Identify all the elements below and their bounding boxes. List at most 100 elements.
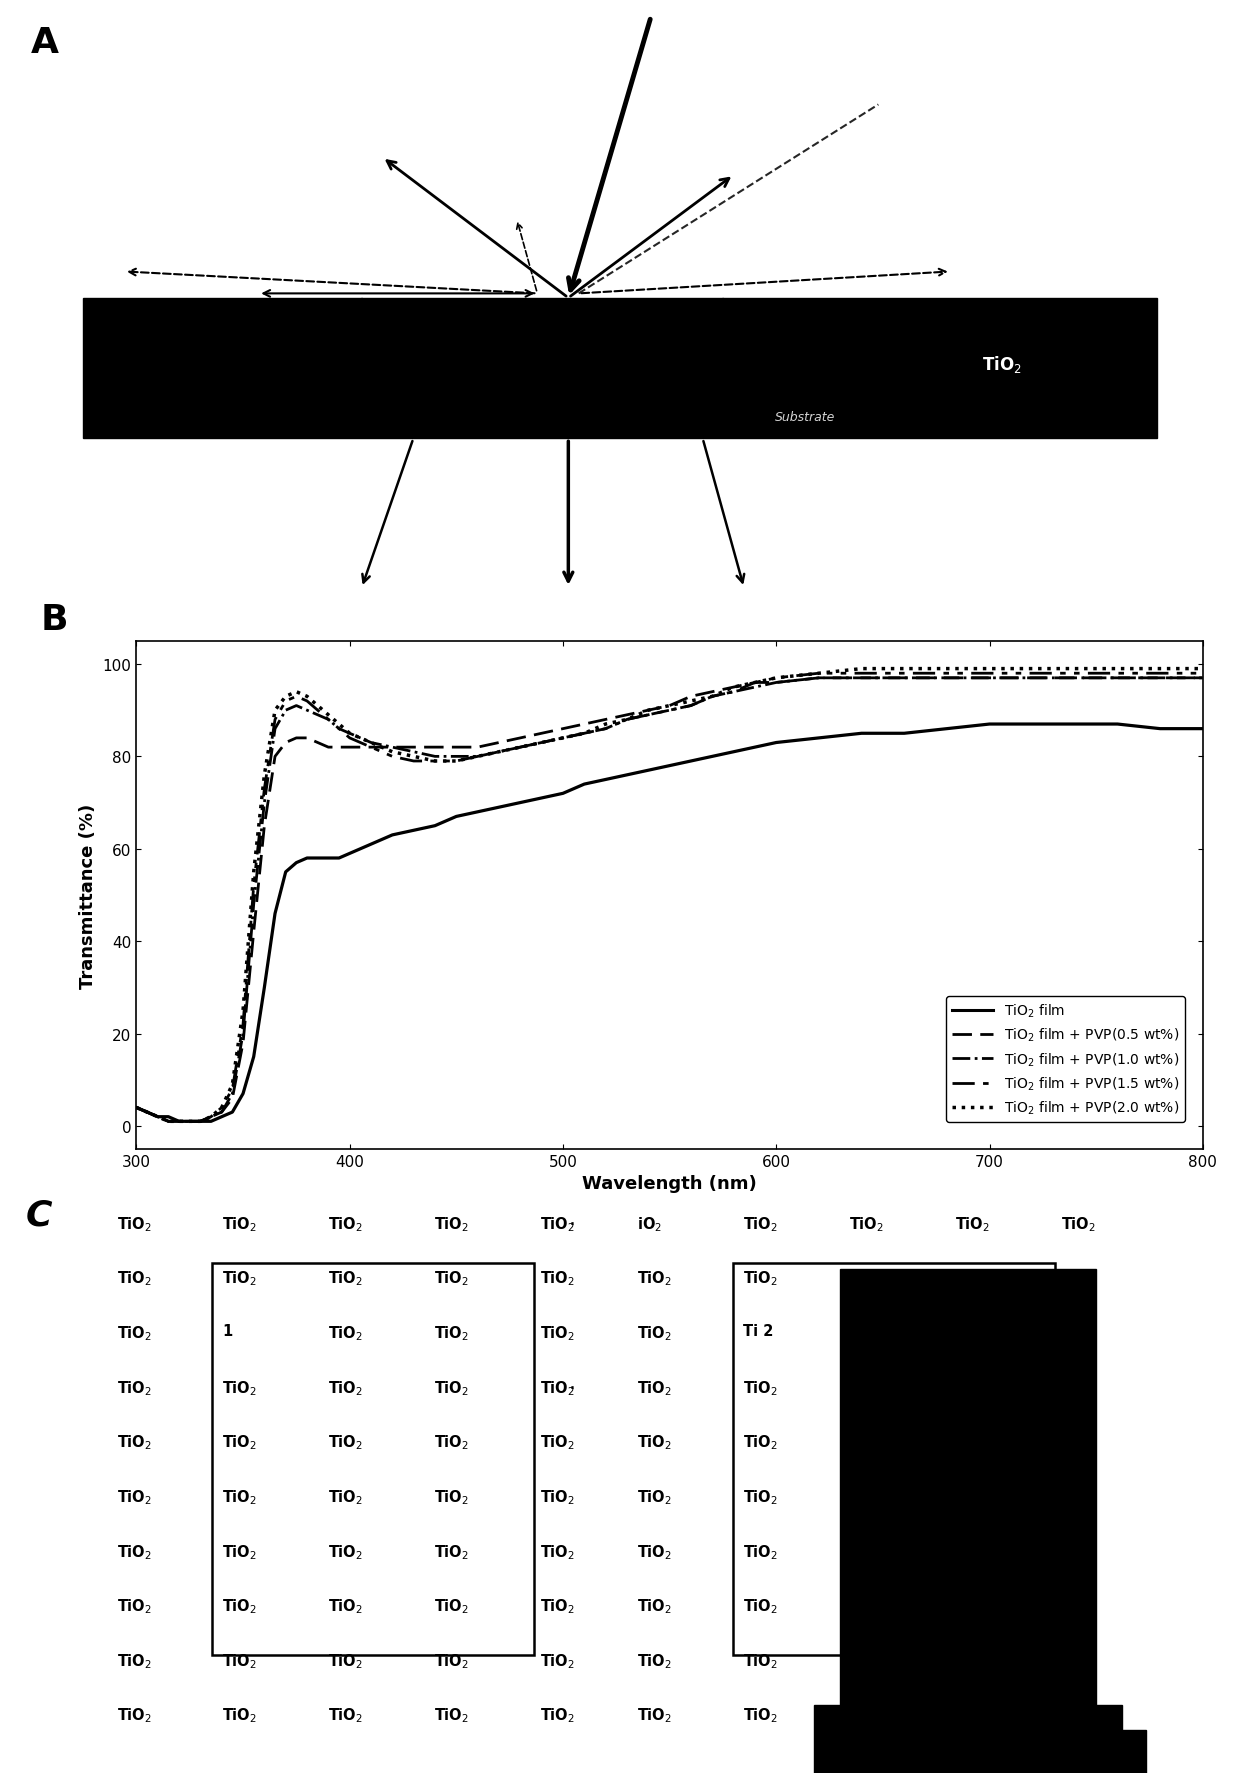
Text: TiO$_2$: TiO$_2$	[743, 1215, 779, 1233]
TiO$_2$ film + PVP(2.0 wt%)	[310, 695, 325, 716]
TiO$_2$ film + PVP(1.5 wt%)	[300, 691, 315, 713]
Text: 1: 1	[222, 1324, 233, 1338]
Text: C: C	[25, 1198, 52, 1231]
Text: TiO$_2$: TiO$_2$	[955, 1215, 990, 1233]
Text: TiO$_2$: TiO$_2$	[1061, 1705, 1096, 1725]
Text: TiO$_2$: TiO$_2$	[434, 1269, 469, 1288]
Text: B: B	[41, 602, 68, 636]
Legend: TiO$_2$ film, TiO$_2$ film + PVP(0.5 wt%), TiO$_2$ film + PVP(1.0 wt%), TiO$_2$ : TiO$_2$ film, TiO$_2$ film + PVP(0.5 wt%…	[946, 996, 1185, 1123]
TiO$_2$ film + PVP(1.5 wt%)	[257, 779, 272, 800]
Text: TiO$_2$: TiO$_2$	[434, 1433, 469, 1452]
TiO$_2$ film	[1153, 718, 1168, 740]
TiO$_2$ film	[129, 1098, 144, 1119]
TiO$_2$ film + PVP(2.0 wt%)	[161, 1110, 176, 1132]
TiO$_2$ film + PVP(1.0 wt%)	[641, 704, 656, 725]
TiO$_2$ film + PVP(1.5 wt%)	[1195, 663, 1210, 684]
TiO$_2$ film	[641, 761, 656, 782]
Text: TiO$_2$: TiO$_2$	[637, 1705, 672, 1725]
Text: TiO$_2$: TiO$_2$	[849, 1705, 884, 1725]
Text: TiO$_2$: TiO$_2$	[1061, 1377, 1096, 1397]
Text: TiO$_2$: TiO$_2$	[434, 1705, 469, 1725]
Text: TiO$_2$: TiO$_2$	[849, 1488, 884, 1506]
Text: TiO$_2$: TiO$_2$	[222, 1541, 258, 1561]
TiO$_2$ film	[982, 715, 997, 736]
Line: TiO$_2$ film: TiO$_2$ film	[136, 725, 1203, 1121]
Text: TiO$_2$: TiO$_2$	[1061, 1652, 1096, 1670]
Text: TiO$_2$: TiO$_2$	[117, 1541, 151, 1561]
Text: TiO$_2$: TiO$_2$	[329, 1433, 363, 1452]
Text: TiO$_2$: TiO$_2$	[117, 1597, 151, 1614]
TiO$_2$ film + PVP(1.5 wt%)	[641, 704, 656, 725]
Text: TiO$_2$: TiO$_2$	[222, 1433, 258, 1452]
TiO$_2$ film + PVP(2.0 wt%)	[1195, 659, 1210, 681]
Text: TiO$_2$: TiO$_2$	[637, 1377, 672, 1397]
Text: TiO$_2$: TiO$_2$	[117, 1488, 151, 1506]
Text: TiO$_2$: TiO$_2$	[637, 1488, 672, 1506]
TiO$_2$ film + PVP(2.0 wt%)	[257, 764, 272, 786]
Text: TiO$_2$: TiO$_2$	[637, 1652, 672, 1670]
Text: ·: ·	[569, 1215, 575, 1235]
Text: TiO$_2$: TiO$_2$	[329, 1597, 363, 1614]
TiO$_2$ film	[310, 848, 325, 870]
Text: TiO$_2$: TiO$_2$	[743, 1488, 779, 1506]
Text: TiO$_2$: TiO$_2$	[222, 1269, 258, 1288]
TiO$_2$ film + PVP(0.5 wt%)	[1195, 668, 1210, 690]
Text: TiO$_2$: TiO$_2$	[222, 1597, 258, 1614]
Text: TiO$_2$: TiO$_2$	[434, 1324, 469, 1342]
Text: TiO$_2$: TiO$_2$	[541, 1433, 575, 1452]
TiO$_2$ film + PVP(0.5 wt%)	[257, 816, 272, 838]
TiO$_2$ film + PVP(1.0 wt%)	[257, 793, 272, 814]
Text: TiO$_2$: TiO$_2$	[434, 1652, 469, 1670]
Text: TiO$_2$: TiO$_2$	[637, 1433, 672, 1452]
TiO$_2$ film + PVP(2.0 wt%)	[1153, 659, 1168, 681]
Text: TiO$_2$: TiO$_2$	[329, 1269, 363, 1288]
Text: TiO$_2$: TiO$_2$	[743, 1652, 779, 1670]
Line: TiO$_2$ film + PVP(1.5 wt%): TiO$_2$ film + PVP(1.5 wt%)	[136, 674, 1203, 1121]
Text: TiO$_2$: TiO$_2$	[434, 1541, 469, 1561]
Text: TiO$_2$: TiO$_2$	[222, 1705, 258, 1725]
Text: TiO$_2$: TiO$_2$	[1061, 1541, 1096, 1561]
TiO$_2$ film + PVP(1.0 wt%)	[704, 686, 719, 707]
TiO$_2$ film	[257, 977, 272, 998]
Text: TiO$_2$: TiO$_2$	[541, 1541, 575, 1561]
Text: TiO$_2$: TiO$_2$	[955, 1541, 990, 1561]
Text: TiO$_2$: TiO$_2$	[955, 1433, 990, 1452]
Text: TiO$_2$: TiO$_2$	[117, 1215, 151, 1233]
Text: TiO$_2$: TiO$_2$	[222, 1377, 258, 1397]
Text: TiO$_2$: TiO$_2$	[955, 1324, 990, 1342]
TiO$_2$ film + PVP(0.5 wt%)	[641, 700, 656, 722]
TiO$_2$ film + PVP(1.5 wt%)	[811, 663, 826, 684]
TiO$_2$ film + PVP(1.5 wt%)	[310, 700, 325, 722]
Line: TiO$_2$ film + PVP(1.0 wt%): TiO$_2$ film + PVP(1.0 wt%)	[136, 679, 1203, 1121]
Bar	[733, 1263, 1055, 1655]
Text: TiO$_2$: TiO$_2$	[117, 1705, 151, 1725]
Line: TiO$_2$ film + PVP(2.0 wt%): TiO$_2$ film + PVP(2.0 wt%)	[136, 670, 1203, 1121]
Text: TiO$_2$: TiO$_2$	[955, 1705, 990, 1725]
Bar	[955, 1730, 1146, 1773]
Text: TiO$_2$: TiO$_2$	[637, 1541, 672, 1561]
Text: TiO$_2$: TiO$_2$	[955, 1269, 990, 1288]
Text: TiO$_2$: TiO$_2$	[117, 1433, 151, 1452]
Bar	[83, 299, 1157, 438]
TiO$_2$ film + PVP(0.5 wt%)	[129, 1098, 144, 1119]
Text: TiO$_2$: TiO$_2$	[1061, 1488, 1096, 1506]
X-axis label: Wavelength (nm): Wavelength (nm)	[583, 1174, 756, 1192]
TiO$_2$ film + PVP(0.5 wt%)	[310, 732, 325, 754]
Text: TiO$_2$: TiO$_2$	[637, 1324, 672, 1342]
TiO$_2$ film + PVP(1.5 wt%)	[129, 1098, 144, 1119]
Text: TiO$_2$: TiO$_2$	[329, 1377, 363, 1397]
Text: TiO$_2$: TiO$_2$	[541, 1269, 575, 1288]
Text: TiO$_2$: TiO$_2$	[743, 1597, 779, 1614]
Text: TiO$_2$: TiO$_2$	[117, 1652, 151, 1670]
TiO$_2$ film + PVP(1.0 wt%)	[811, 668, 826, 690]
TiO$_2$ film + PVP(2.0 wt%)	[854, 659, 869, 681]
Text: TiO$_2$: TiO$_2$	[743, 1541, 779, 1561]
Text: TiO$_2$: TiO$_2$	[1061, 1324, 1096, 1342]
TiO$_2$ film + PVP(1.5 wt%)	[704, 686, 719, 707]
Text: TiO$_2$: TiO$_2$	[222, 1488, 258, 1506]
Text: TiO$_2$: TiO$_2$	[222, 1215, 258, 1233]
Text: TiO$_2$: TiO$_2$	[743, 1433, 779, 1452]
TiO$_2$ film	[704, 747, 719, 768]
Text: TiO$_2$: TiO$_2$	[434, 1488, 469, 1506]
Text: TiO$_2$: TiO$_2$	[541, 1705, 575, 1725]
